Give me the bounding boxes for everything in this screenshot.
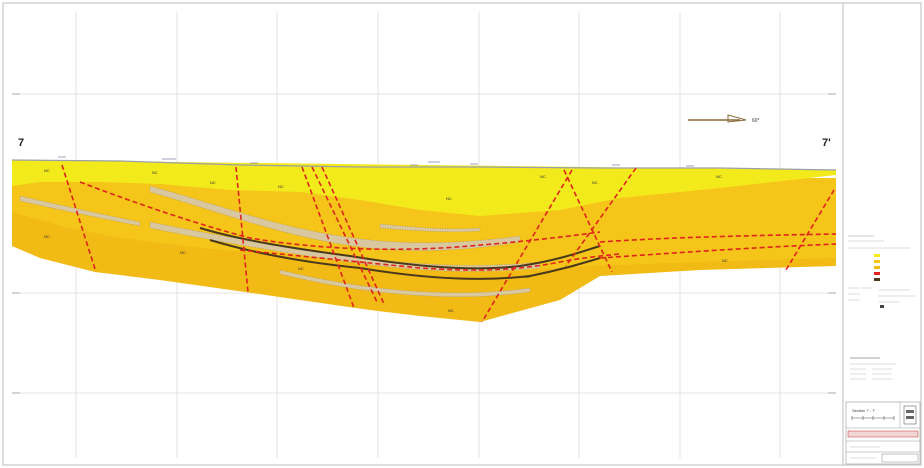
fault-4	[311, 166, 379, 305]
horizon-3	[599, 233, 837, 243]
unit-label: NC	[210, 180, 216, 185]
fault-3	[301, 166, 355, 309]
coal-seam-lower	[209, 239, 601, 280]
unit-label: NC	[540, 174, 546, 179]
upper-unit	[12, 160, 836, 216]
unit-label: NC	[44, 168, 50, 173]
unit-label: NC	[44, 234, 50, 239]
company-logo	[903, 405, 917, 425]
title-block-stamp: Section 7 - 7'	[852, 408, 875, 413]
unit-label: NC	[152, 170, 158, 175]
unit-label: NC	[278, 184, 284, 189]
horizon-4	[599, 243, 837, 259]
legend-swatch	[874, 272, 880, 275]
legend-swatch	[874, 260, 880, 263]
north-arrow-icon: 60°	[688, 114, 760, 124]
fault-1	[61, 164, 97, 273]
fault-8	[565, 167, 637, 267]
north-arrow-label: 60°	[752, 118, 760, 124]
horizon-2	[239, 249, 621, 271]
middle-unit	[12, 178, 836, 272]
legend-swatch	[874, 254, 880, 257]
unit-label: NC	[446, 196, 452, 201]
info-block	[850, 357, 896, 380]
unit-labels: NC NC NC NC NC NC NC NC NC NC NC NC NC N…	[44, 168, 728, 313]
ground-surface	[11, 159, 837, 171]
unit-label: NC	[592, 180, 598, 185]
section-end-label: 7'	[822, 137, 831, 149]
unit-label: NC	[180, 250, 186, 255]
unit-label: NC	[722, 258, 728, 263]
fault-6	[481, 169, 573, 323]
geological-units	[11, 159, 837, 322]
surface-markers	[58, 156, 694, 167]
scale-bar	[851, 416, 895, 420]
fault-7	[563, 169, 613, 273]
coal-seams	[199, 227, 601, 280]
section-start-label: 7	[18, 137, 24, 149]
legend-swatch	[874, 278, 880, 281]
legend-swatch	[874, 266, 880, 269]
faults	[61, 164, 837, 323]
title-block: Section 7 - 7'	[845, 401, 921, 465]
unit-label: NC	[524, 274, 530, 279]
fault-2	[235, 166, 249, 293]
fault-5	[321, 166, 385, 305]
unit-label: NC	[716, 174, 722, 179]
horizon-1	[79, 181, 601, 251]
coal-seam-upper	[199, 227, 601, 270]
unit-label: NC	[298, 266, 304, 271]
legend	[848, 235, 916, 308]
unit-label: NC	[448, 308, 454, 313]
